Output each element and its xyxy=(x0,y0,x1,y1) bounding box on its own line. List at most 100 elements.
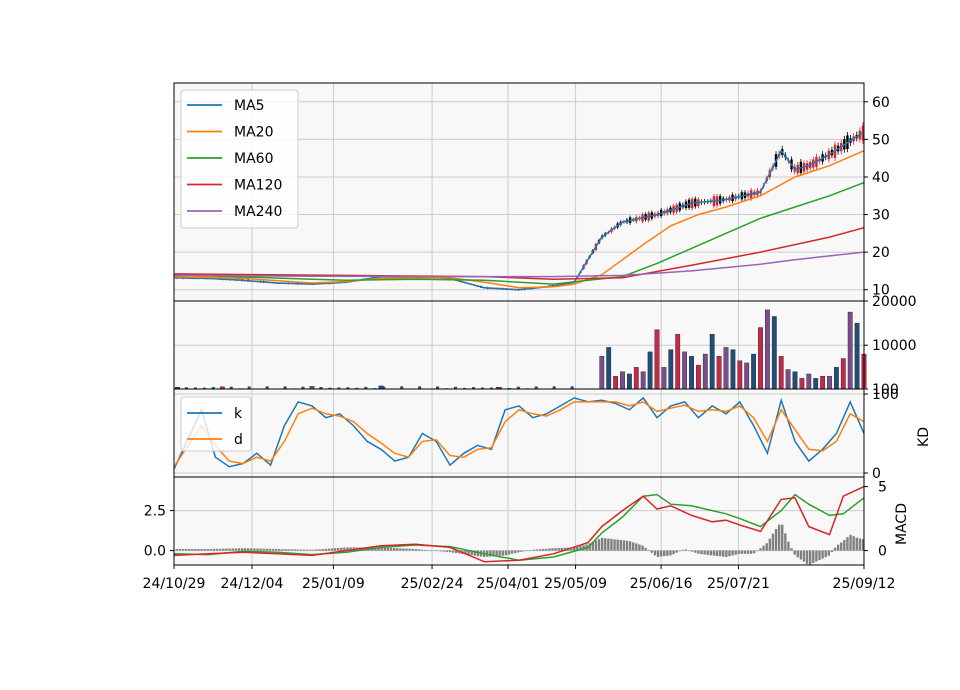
macd-hist-bar xyxy=(532,549,536,551)
volume-bar xyxy=(606,347,612,390)
macd-hist-bar xyxy=(396,548,399,551)
macd-hist-bar xyxy=(408,548,411,551)
macd-hist-bar xyxy=(389,547,393,551)
kd-ylabel: KD xyxy=(916,427,932,447)
volume-bar xyxy=(730,349,736,390)
x-tick-label: 25/06/16 xyxy=(630,576,693,592)
macd-hist-bar xyxy=(197,549,200,551)
volume-bar xyxy=(785,369,791,390)
volume-bar xyxy=(702,353,708,390)
macd-hist-bar xyxy=(526,550,529,552)
macd-hist-bar xyxy=(541,549,545,551)
macd-border xyxy=(173,476,865,566)
macd-hist-bar xyxy=(737,550,740,555)
macd-hist-bar xyxy=(420,549,424,551)
macd-line-dea xyxy=(173,493,865,561)
macd-panel: 0.0 2.5 0 5 MACD xyxy=(144,476,910,566)
price-ytick-label: 30 xyxy=(872,208,890,224)
volume-bar xyxy=(328,387,332,389)
macd-ytick-label-left: 0.0 xyxy=(144,544,166,560)
macd-hist-bar xyxy=(268,548,272,551)
x-tick-label: 25/09/12 xyxy=(833,576,896,592)
volume-bar xyxy=(301,386,305,389)
volume-bar xyxy=(471,387,475,389)
volume-bar xyxy=(599,356,605,390)
macd-hist-bar xyxy=(830,550,834,553)
macd-hist-bar xyxy=(812,550,815,563)
macd-hist-bar xyxy=(790,548,793,551)
volume-bar xyxy=(436,386,440,389)
macd-hist-bar xyxy=(340,547,343,551)
macd-hist-bar xyxy=(423,549,427,551)
macd-hist-bar xyxy=(240,548,244,551)
macd-hist-bar xyxy=(700,550,703,555)
macd-hist-bar xyxy=(535,549,539,551)
macd-hist-bar xyxy=(222,548,225,551)
price-ytick-label: 20 xyxy=(872,245,890,261)
volume-ytick-label: 10000 xyxy=(872,338,917,354)
macd-hist-bar xyxy=(302,549,306,551)
macd-hist-bar xyxy=(554,548,557,551)
macd-hist-bar xyxy=(631,542,635,551)
macd-hist-bar xyxy=(672,550,675,555)
macd-hist-bar xyxy=(215,548,219,551)
kd-panel: 0 100 kd KD xyxy=(173,387,932,482)
macd-hist-bar xyxy=(687,550,691,552)
ma-line-ma20 xyxy=(173,150,865,289)
macd-ytick-label-right: 0 xyxy=(878,544,887,560)
volume-bar xyxy=(613,375,619,390)
macd-hist-bar xyxy=(231,548,234,551)
volume-panel: 100 10000 20000 xyxy=(173,294,917,398)
ma-line-ma60 xyxy=(173,181,865,285)
macd-hist-bar xyxy=(333,548,337,551)
volume-bar xyxy=(202,387,206,389)
volume-bar xyxy=(806,373,812,390)
macd-hist-bar xyxy=(476,550,480,557)
macd-hist-bar xyxy=(470,550,473,556)
macd-hist-bar xyxy=(520,550,523,552)
x-tick-label: 24/12/04 xyxy=(221,576,284,592)
macd-hist-bar xyxy=(718,550,722,557)
macd-hist-bar xyxy=(504,550,508,556)
macd-hist-bar xyxy=(762,545,765,551)
volume-bar xyxy=(418,386,422,389)
macd-hist-bar xyxy=(669,550,672,556)
price-legend-box xyxy=(180,89,299,229)
macd-hist-bar xyxy=(237,548,241,551)
macd-hist-bar xyxy=(740,550,744,554)
macd-hist-bar xyxy=(749,550,753,554)
macd-hist-bar xyxy=(715,550,719,556)
kd-legend-box xyxy=(180,396,252,452)
macd-hist-bar xyxy=(588,543,591,551)
macd-hist-bar xyxy=(635,543,638,551)
volume-bar xyxy=(689,356,694,390)
volume-bar xyxy=(570,386,574,389)
volume-bar xyxy=(840,358,846,390)
macd-hist-bar xyxy=(293,549,296,551)
macd-hist-bar xyxy=(777,524,781,551)
macd-hist-bar xyxy=(846,537,849,551)
macd-hist-bar xyxy=(746,550,750,554)
macd-hist-bar xyxy=(324,548,327,551)
volume-bar xyxy=(771,316,777,390)
volume-bar xyxy=(633,367,639,390)
volume-bar xyxy=(480,387,484,389)
macd-hist-bar xyxy=(417,549,421,551)
macd-hist-bar xyxy=(455,550,458,554)
macd-hist-bar xyxy=(489,550,492,557)
macd-hist-bar xyxy=(284,549,287,551)
macd-hist-bar xyxy=(467,550,470,555)
volume-bar xyxy=(337,387,341,389)
macd-hist-bar xyxy=(560,547,563,551)
macd-hist-bar xyxy=(383,547,386,551)
volume-bar xyxy=(462,387,466,389)
macd-hist-bar xyxy=(557,548,560,551)
macd-hist-bar xyxy=(731,550,734,556)
macd-hist-bar xyxy=(725,550,728,557)
macd-hist-bar xyxy=(296,549,300,551)
macd-hist-bar xyxy=(843,540,846,551)
macd-hist-bar xyxy=(439,550,442,552)
kd-legend-label: d xyxy=(234,432,243,448)
macd-hist-bar xyxy=(492,550,495,557)
volume-bar xyxy=(382,386,386,389)
